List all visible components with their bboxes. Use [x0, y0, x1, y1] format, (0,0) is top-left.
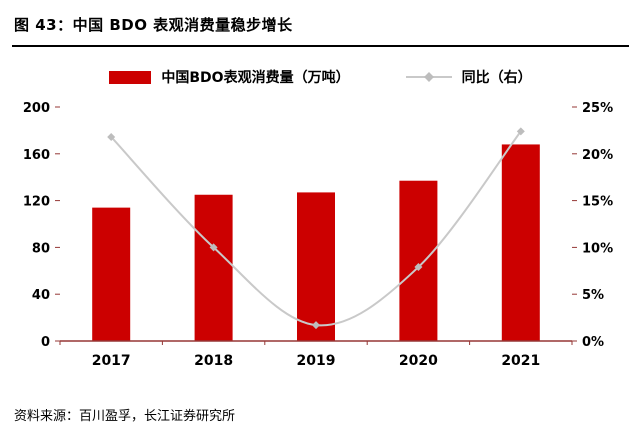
svg-text:80: 80 [32, 241, 50, 256]
figure-title-text: 图 43：中国 BDO 表观消费量稳步增长 [14, 16, 293, 34]
bar-swatch [109, 70, 152, 84]
svg-text:2017: 2017 [92, 353, 131, 369]
legend-line-label: 同比（右） [461, 70, 532, 86]
line-swatch [405, 72, 452, 82]
svg-text:2020: 2020 [399, 353, 438, 369]
svg-text:0%: 0% [582, 335, 604, 350]
line-swatch-diamond-icon [423, 72, 434, 82]
svg-text:2018: 2018 [194, 353, 233, 369]
figure-title: 图 43：中国 BDO 表观消费量稳步增长 [12, 10, 629, 47]
chart-legend: 中国BDO表观消费量（万吨） 同比（右） [12, 67, 629, 87]
legend-item-line: 同比（右） [405, 67, 532, 87]
svg-text:2019: 2019 [297, 353, 336, 369]
svg-text:40: 40 [32, 288, 50, 303]
svg-text:15%: 15% [582, 195, 613, 210]
svg-text:200: 200 [23, 101, 50, 116]
svg-text:25%: 25% [582, 101, 613, 116]
source-note: 资料来源：百川盈孚，长江证券研究所 [14, 409, 236, 424]
legend-item-bar: 中国BDO表观消费量（万吨） [109, 67, 350, 87]
svg-text:2021: 2021 [501, 353, 540, 369]
svg-text:160: 160 [23, 148, 50, 163]
svg-text:0: 0 [41, 335, 50, 350]
svg-text:20%: 20% [582, 148, 613, 163]
svg-text:5%: 5% [582, 288, 604, 303]
svg-text:120: 120 [23, 195, 50, 210]
legend-bar-label: 中国BDO表观消费量（万吨） [161, 70, 350, 86]
bdo-consumption-chart: 0 40 80 120 160 200 0% 5% 10% 15% 20% 25% 2017 2018 20… [23, 101, 613, 369]
svg-text:10%: 10% [582, 241, 613, 256]
